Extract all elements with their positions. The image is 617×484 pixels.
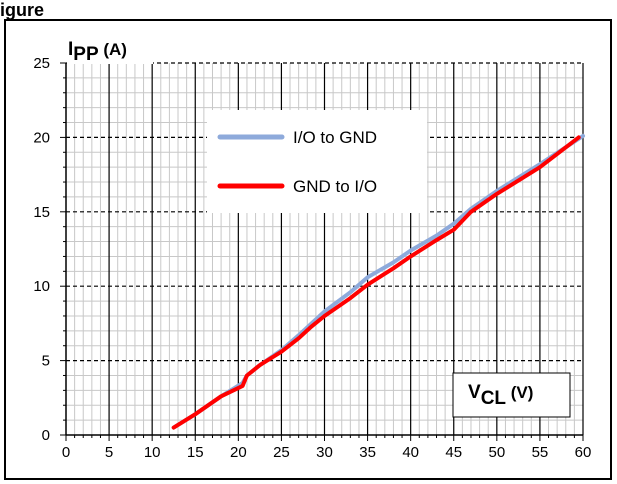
y-tick-label: 10	[33, 278, 50, 295]
x-tick-label: 45	[445, 444, 462, 461]
x-tick-label: 15	[187, 444, 204, 461]
x-tick-label: 10	[144, 444, 161, 461]
figure-header-text: igure	[0, 0, 45, 20]
legend-label-1: I/O to GND	[293, 128, 377, 147]
x-tick-label: 20	[230, 444, 247, 461]
series-line-2	[171, 135, 581, 430]
y-tick-label: 5	[42, 353, 50, 370]
y-tick-label: 20	[33, 129, 50, 146]
legend-label-2: GND to I/O	[293, 177, 377, 196]
x-tick-label: 5	[105, 444, 113, 461]
y-axis-label: IPP (A)	[68, 39, 127, 65]
x-tick-label: 40	[402, 444, 419, 461]
x-tick-label: 55	[532, 444, 549, 461]
legend-box	[207, 110, 427, 213]
y-tick-label: 0	[42, 427, 50, 444]
x-axis-label: VCL (V)	[468, 382, 533, 409]
y-tick-label: 15	[33, 204, 50, 221]
x-axis-label-box	[452, 372, 571, 418]
y-tick-label: 25	[33, 55, 50, 72]
x-tick-label: 30	[316, 444, 333, 461]
x-tick-label: 35	[359, 444, 376, 461]
x-tick-label: 25	[273, 444, 290, 461]
x-tick-label: 60	[575, 444, 592, 461]
x-tick-label: 50	[488, 444, 505, 461]
x-tick-label: 0	[62, 444, 70, 461]
y-axis-label-bg	[67, 32, 153, 64]
